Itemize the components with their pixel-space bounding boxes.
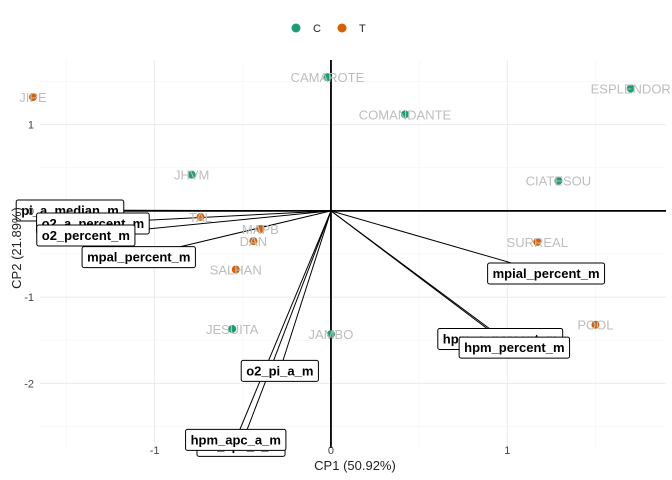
x-axis-title: CP1 (50.92%) [314, 458, 396, 473]
variable-label-text: o2_percent_m [42, 228, 130, 243]
variable-label: mpal_percent_m [81, 246, 196, 269]
observation-point [228, 325, 237, 334]
tick-labels: -1 0 1 -2 -1 0 1 [24, 120, 510, 457]
legend-item: T [337, 23, 366, 35]
legend-item: C [291, 23, 321, 35]
variable-arrow [279, 210, 332, 371]
observation-points [28, 73, 635, 339]
observation-point [28, 93, 37, 102]
observation-point [326, 330, 335, 339]
zero-axes [40, 60, 666, 448]
observation-labels: CAMAROTE COMANDANTE ESPLENDOR JIPE JHVM CIATE… [19, 70, 671, 342]
observation-label: TAL [189, 210, 212, 225]
observation-label: JIPE [19, 90, 47, 105]
y-tick-label: -1 [24, 292, 34, 304]
observation-label: SALHAN [210, 263, 262, 278]
observation-point [533, 237, 542, 246]
observation-point [591, 320, 600, 329]
legend-label: C [313, 23, 321, 35]
variable-label-box [487, 262, 606, 285]
variable-label-box [81, 246, 196, 269]
observation-label: POOL [577, 318, 613, 333]
observation-label: DAN [240, 234, 267, 249]
variable-arrow [240, 210, 332, 446]
variable-label-text: o2_pi_a_m [246, 363, 313, 378]
observation-point [187, 170, 196, 179]
observation-point [323, 73, 332, 82]
x-tick-label: 1 [504, 445, 510, 457]
variable-label: o2_pi_a_m [240, 359, 319, 382]
variable-label: mpial_percent_m [487, 262, 606, 285]
variable-label-box [240, 359, 319, 382]
observation-label: JAMBO [309, 327, 354, 342]
observation-point [231, 265, 240, 274]
legend-key-dot [337, 23, 347, 33]
observation-point [401, 110, 410, 119]
observation-point [249, 237, 258, 246]
variable-label-text: mpal_percent_m [87, 250, 190, 265]
variable-label-box [36, 224, 136, 247]
x-tick-label: 0 [328, 445, 334, 457]
y-axis-title: CP2 (21.89%) [9, 207, 24, 289]
variable-label: hpm_apc_a_m [185, 428, 287, 451]
observation-point [196, 212, 205, 221]
observation-label: CIATESOU [526, 174, 592, 189]
observation-point [626, 84, 635, 93]
variable-label-box [185, 428, 287, 451]
variable-label: hpm_percent_m [458, 336, 571, 359]
variable-arrow [330, 210, 515, 348]
variable-labels: pi_a_median_mo2_a_percent_mo2_percent_mm… [15, 199, 606, 457]
observation-point [256, 224, 265, 233]
observation-label: MAPB [242, 222, 279, 237]
legend-key-dot [291, 23, 301, 33]
y-tick-label: -2 [24, 378, 34, 390]
variable-arrow [235, 210, 332, 440]
observation-label: JESUITA [206, 322, 259, 337]
observation-label: SURREAL [507, 235, 568, 250]
variable-label: o2_percent_m [36, 224, 136, 247]
observation-label: CAMAROTE [291, 70, 365, 85]
variable-label-text: mpial_percent_m [493, 266, 600, 281]
variable-label-text: hpm_apc_a_m [191, 432, 281, 447]
legend-label: T [359, 23, 366, 35]
observation-point [554, 176, 563, 185]
y-tick-label: 0 [28, 206, 34, 218]
observation-label: COMANDANTE [359, 107, 452, 122]
variable-label-text: hpm_percent_m [464, 340, 564, 355]
variable-label-box [458, 336, 571, 359]
observation-label: ESPLENDOR [591, 81, 671, 96]
x-tick-label: -1 [150, 445, 160, 457]
observation-label: JHVM [174, 168, 209, 183]
y-tick-label: 1 [28, 120, 34, 132]
